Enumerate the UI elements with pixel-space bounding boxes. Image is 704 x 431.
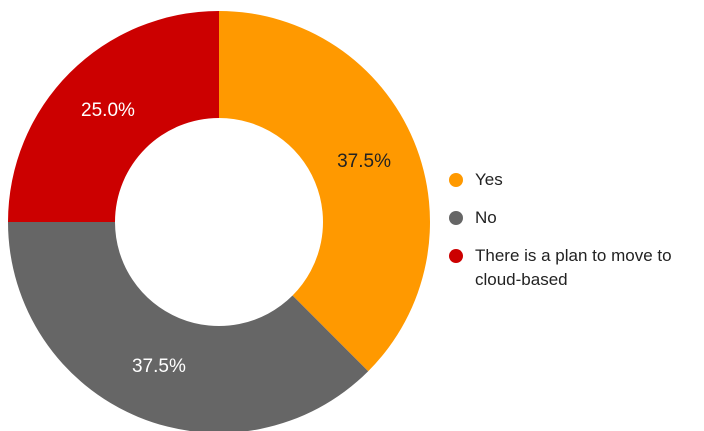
- legend: Yes No There is a plan to move to cloud-…: [449, 168, 704, 306]
- legend-marker-plan: [449, 249, 463, 263]
- legend-item-yes: Yes: [449, 168, 704, 192]
- legend-item-plan: There is a plan to move to cloud-based: [449, 244, 704, 292]
- legend-marker-yes: [449, 173, 463, 187]
- donut-slice-plan: [8, 11, 219, 222]
- slice-label-yes: 37.5%: [337, 151, 391, 172]
- legend-label-plan: There is a plan to move to cloud-based: [475, 246, 672, 289]
- legend-item-no: No: [449, 206, 704, 230]
- legend-label-no: No: [475, 208, 497, 227]
- slice-label-plan: 25.0%: [81, 100, 135, 121]
- donut-slice-no: [8, 222, 369, 431]
- slice-label-no: 37.5%: [132, 356, 186, 377]
- legend-label-yes: Yes: [475, 170, 503, 189]
- legend-marker-no: [449, 211, 463, 225]
- donut-slice-yes: [219, 11, 430, 372]
